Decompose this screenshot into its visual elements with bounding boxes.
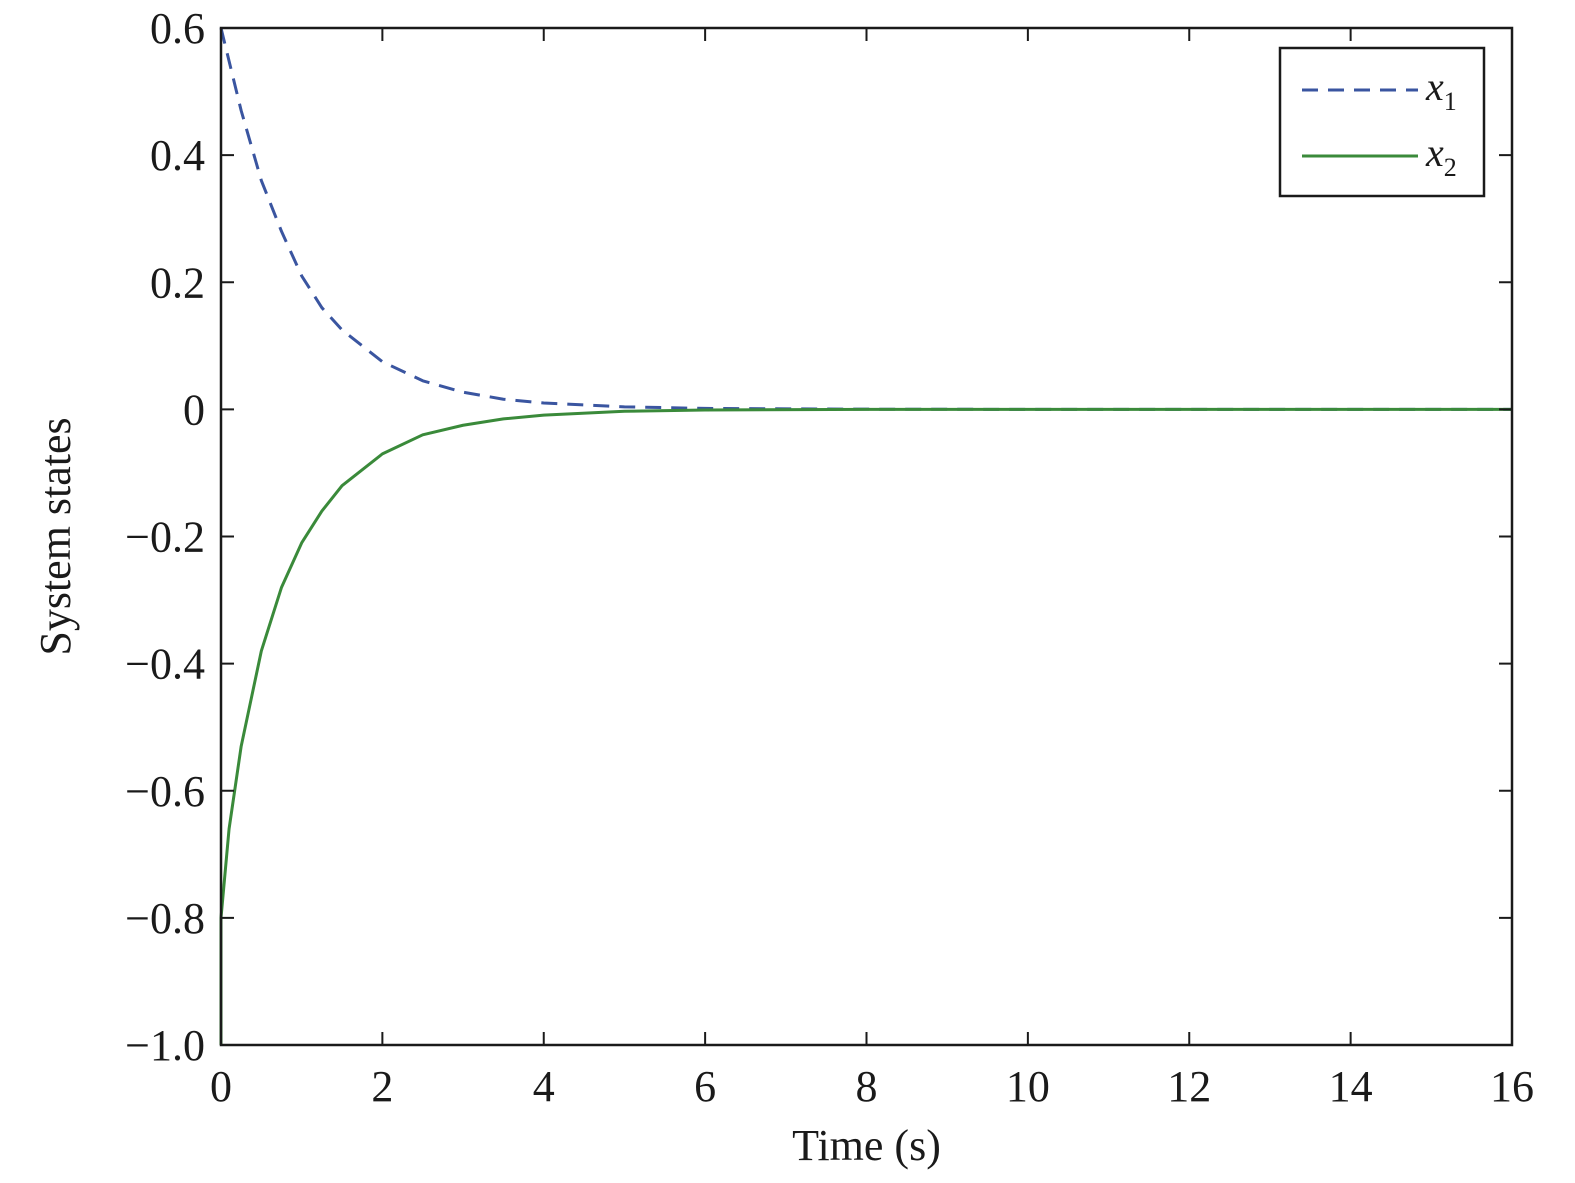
- x-tick-label: 2: [371, 1062, 393, 1111]
- legend-label-x2: x2: [1425, 130, 1457, 182]
- x-tick-label: 16: [1490, 1062, 1534, 1111]
- x-tick-label: 12: [1167, 1062, 1211, 1111]
- y-tick-label: 0.4: [150, 131, 205, 180]
- legend-box: [1278, 46, 1486, 198]
- series-line-x1: [219, 27, 1512, 411]
- y-tick-label: −0.6: [125, 767, 205, 816]
- ticks-layer: [220, 27, 1513, 1046]
- series-line-x2: [219, 407, 1512, 1045]
- labels-layer: 0 2 4 6 8 10 12 14 16 0.6 0.4 0.2 0 −0.2 −0.4 −0.6 −0.8 −…: [125, 4, 1534, 1111]
- x-tick-label: 0: [210, 1062, 232, 1111]
- x-axis-title: Time (s): [792, 1121, 941, 1170]
- y-axis-title: System states: [31, 417, 80, 655]
- series-layer: [219, 27, 1512, 1045]
- legend: x1 x2: [1278, 46, 1486, 198]
- x-tick-label: 4: [533, 1062, 555, 1111]
- y-tick-label: 0: [183, 385, 205, 434]
- x-tick-label: 10: [1006, 1062, 1050, 1111]
- x-tick-label: 14: [1329, 1062, 1373, 1111]
- y-tick-label: 0.6: [150, 4, 205, 53]
- y-tick-label: −0.8: [125, 894, 205, 943]
- y-tick-label: −0.2: [125, 513, 205, 562]
- y-tick-label: 0.2: [150, 258, 205, 307]
- x-tick-label: 6: [694, 1062, 716, 1111]
- x-tick-label: 8: [856, 1062, 878, 1111]
- y-tick-label: −0.4: [125, 640, 205, 689]
- y-tick-label: −1.0: [125, 1021, 205, 1070]
- legend-label-x1: x1: [1425, 64, 1457, 116]
